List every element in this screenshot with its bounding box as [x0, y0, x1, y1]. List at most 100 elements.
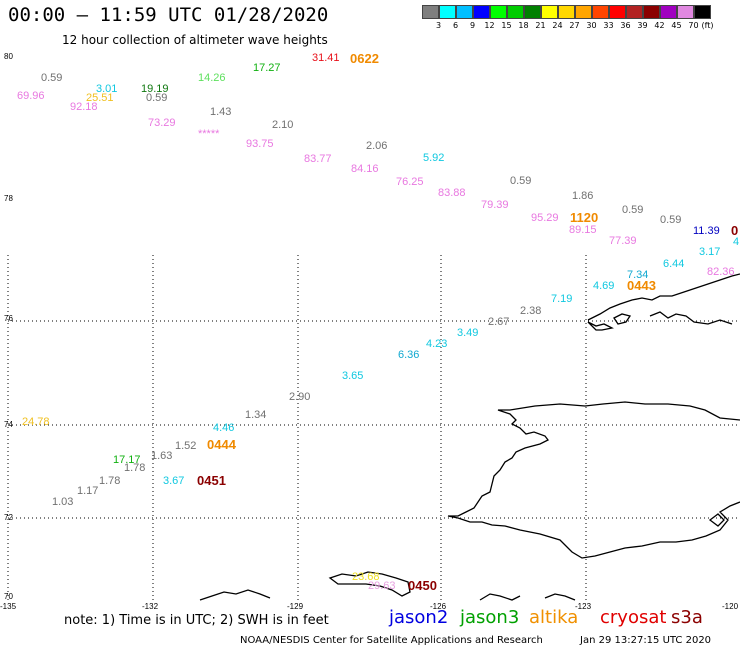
legend-swatch — [626, 5, 643, 19]
lat-label: 74 — [4, 420, 13, 429]
wave-height-label: 29.63 — [368, 580, 396, 592]
legend-swatch — [660, 5, 677, 19]
wave-height-label: 11.39 — [693, 225, 720, 237]
lat-label: 76 — [4, 314, 13, 323]
pass-time-label: 0451 — [197, 473, 226, 488]
wave-height-label: 3.17 — [699, 246, 720, 258]
legend-label: 42 — [654, 21, 665, 30]
wave-height-label: 6.44 — [663, 258, 684, 270]
wave-height-label: 84.16 — [351, 163, 379, 175]
legend-swatch — [694, 5, 711, 19]
pass-time-label: 0622 — [350, 51, 379, 66]
wave-height-label: 0.59 — [622, 204, 643, 216]
wave-height-label: 83.88 — [438, 187, 466, 199]
coastline-island — [708, 513, 725, 527]
wave-height-label: 73.29 — [148, 117, 176, 129]
coastline-island — [613, 313, 632, 325]
legend-swatch — [422, 5, 439, 19]
satellite-altika: altika — [529, 607, 579, 628]
legend-swatch — [507, 5, 524, 19]
legend-label: 36 — [620, 21, 631, 30]
wave-height-label: 1.34 — [245, 409, 266, 421]
legend-label: 30 — [586, 21, 597, 30]
pass-time-label: 0450 — [408, 578, 437, 593]
legend-swatch — [456, 5, 473, 19]
wave-height-label: 2.06 — [366, 140, 387, 152]
coastline-island — [328, 571, 411, 597]
legend-swatch — [575, 5, 592, 19]
wave-height-label: 0.59 — [146, 92, 167, 104]
legend-label: 70 — [688, 21, 699, 30]
wave-height-label: 95.29 — [531, 212, 559, 224]
wave-height-label: 25.51 — [86, 92, 114, 104]
legend-label: 15 — [501, 21, 512, 30]
legend-swatch — [524, 5, 541, 19]
coastline-islands-south — [199, 589, 271, 601]
lon-label: -123 — [575, 602, 592, 611]
legend-unit: (ft) — [701, 21, 714, 30]
legend-label: 6 — [452, 21, 459, 30]
coastline-island — [479, 593, 521, 601]
satellite-jason2: jason2 — [389, 607, 449, 628]
wave-height-label: 93.75 — [246, 138, 274, 150]
legend-swatch — [490, 5, 507, 19]
wave-height-label: 17.27 — [253, 62, 281, 74]
legend-swatch — [473, 5, 490, 19]
lat-label: 80 — [4, 52, 13, 61]
footer-note: note: 1) Time is in UTC; 2) SWH is in fe… — [64, 613, 329, 628]
legend-label: 24 — [552, 21, 563, 30]
wave-height-label: 17.17 — [113, 454, 141, 466]
lon-label: -120 — [722, 602, 739, 611]
legend-label: 21 — [535, 21, 546, 30]
legend-swatch — [643, 5, 660, 19]
wave-height-label: 89.15 — [569, 224, 597, 236]
color-legend: 3 6 9 12 15 18 21 24 27 30 33 36 39 42 4… — [422, 5, 732, 33]
wave-height-label: 76.25 — [396, 176, 424, 188]
wave-height-label: 1.03 — [52, 496, 73, 508]
wave-height-label: 24.78 — [22, 416, 50, 428]
wave-height-label: 3.01 — [96, 83, 117, 95]
pass-time-label: 0 — [731, 223, 738, 238]
wave-height-label: 1.17 — [77, 485, 98, 497]
wave-height-label: 7.19 — [551, 293, 572, 305]
page-subtitle: 12 hour collection of altimeter wave hei… — [62, 33, 328, 47]
wave-height-label: 4 — [733, 236, 739, 248]
satellite-s3a: s3a — [671, 607, 703, 628]
pass-time-label: 1120 — [570, 210, 598, 225]
legend-swatch — [439, 5, 456, 19]
legend-label: 27 — [569, 21, 580, 30]
wave-height-label: 1.52 — [175, 440, 196, 452]
wave-height-label: 31.41 — [312, 52, 340, 64]
wave-height-label: 1.43 — [210, 106, 231, 118]
lon-label: -126 — [430, 602, 447, 611]
legend-label: 39 — [637, 21, 648, 30]
wave-height-label: 3.49 — [457, 327, 478, 339]
wave-height-label: 1.86 — [572, 190, 593, 202]
coastline-island — [544, 593, 576, 601]
wave-height-label: 1.78 — [99, 475, 120, 487]
wave-height-label: 1.78 — [124, 462, 145, 474]
wave-height-label: 3.65 — [342, 370, 363, 382]
legend-swatch — [592, 5, 609, 19]
wave-height-label: 77.39 — [609, 235, 637, 247]
satellite-jason3: jason3 — [460, 607, 520, 628]
legend-swatch — [677, 5, 694, 19]
wave-height-label: 0.59 — [41, 72, 62, 84]
pass-time-label: 0443 — [627, 278, 656, 293]
graticule — [7, 255, 740, 600]
wave-height-label: 6.36 — [398, 349, 419, 361]
satellite-cryosat: cryosat — [600, 607, 667, 628]
wave-height-label: ***** — [198, 128, 220, 140]
lat-label: 78 — [4, 194, 13, 203]
legend-label: 3 — [435, 21, 442, 30]
legend-swatch — [541, 5, 558, 19]
wave-height-label: 79.39 — [481, 199, 509, 211]
wave-height-label: 69.96 — [17, 90, 45, 102]
wave-height-label: 4.23 — [426, 338, 447, 350]
wave-height-label: 7.34 — [627, 269, 648, 281]
wave-height-label: 0.59 — [510, 175, 531, 187]
legend-label: 9 — [469, 21, 476, 30]
wave-height-label: 19.19 — [141, 83, 169, 95]
wave-height-label: 2.90 — [289, 391, 310, 403]
lat-label: 70 — [4, 592, 13, 601]
